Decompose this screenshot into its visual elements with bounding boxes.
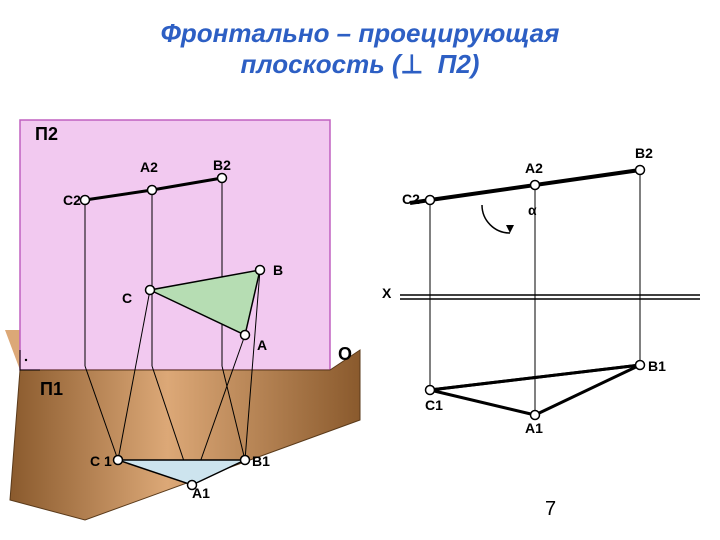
svg-text:С: С [122, 290, 132, 306]
svg-text:Х: Х [382, 285, 392, 301]
page-number: 7 [545, 498, 556, 521]
svg-text:А2: А2 [140, 159, 158, 175]
svg-text:П1: П1 [40, 379, 63, 399]
svg-text:А1: А1 [525, 420, 543, 436]
svg-text:П2: П2 [35, 124, 58, 144]
svg-text:В2: В2 [213, 157, 231, 173]
svg-text:В2: В2 [635, 145, 653, 161]
svg-text:В1: В1 [648, 358, 666, 374]
svg-text:А1: А1 [192, 485, 210, 501]
svg-text:В1: В1 [252, 453, 270, 469]
diagram: П2 П1 О А В С А2 В2 С2 А1 В1 С 1 Хα А2 В2 С2 А1 В1 С1 [0, 0, 720, 540]
svg-text:α: α [528, 202, 537, 218]
svg-text:А: А [257, 337, 267, 353]
svg-text:В: В [273, 262, 283, 278]
svg-text:С1: С1 [425, 397, 443, 413]
svg-text:А2: А2 [525, 160, 543, 176]
svg-text:С2: С2 [63, 192, 81, 208]
svg-text:С 1: С 1 [90, 453, 112, 469]
svg-text:С2: С2 [402, 191, 420, 207]
svg-text:О: О [338, 344, 352, 364]
